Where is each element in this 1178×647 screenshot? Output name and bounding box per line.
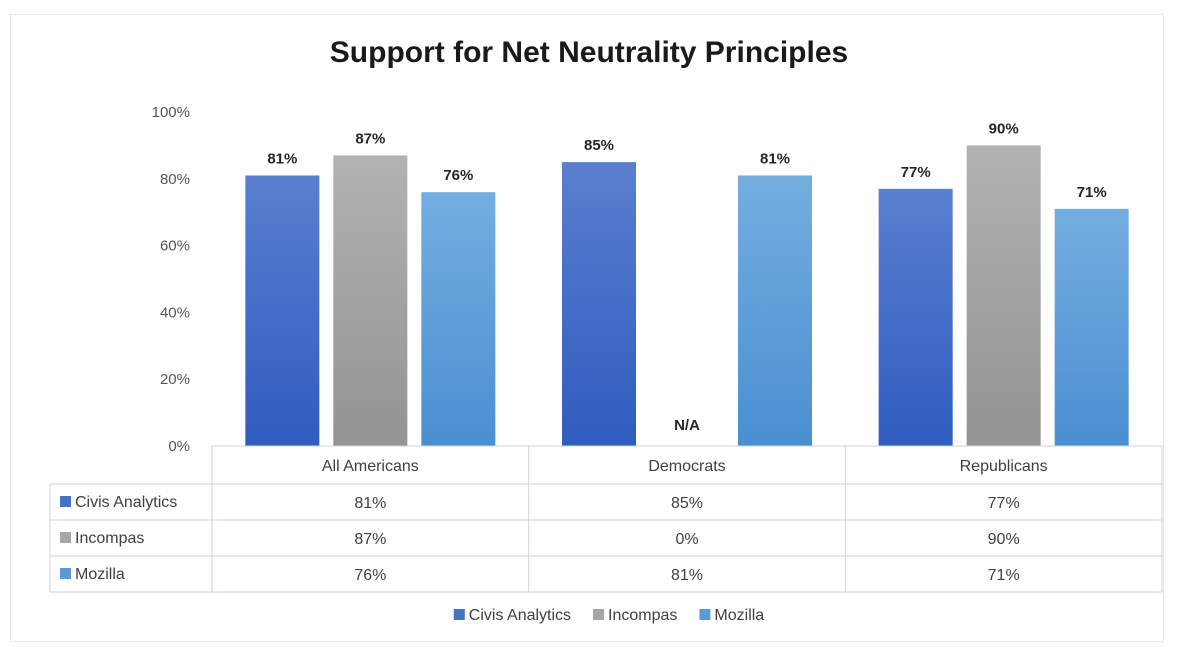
bar-data-label: 87% bbox=[355, 130, 385, 147]
legend: Civis Analytics Incompas Mozilla bbox=[453, 607, 764, 624]
table-category-label: Democrats bbox=[648, 458, 725, 475]
bar-labels: 81% 87% 76% 85% N/A 81% 77% 90% 71% bbox=[267, 120, 1106, 434]
table-legend-swatch bbox=[60, 532, 71, 543]
table-cell-value: 81% bbox=[354, 495, 386, 512]
legend-label: Incompas bbox=[608, 607, 677, 624]
bar bbox=[878, 188, 953, 446]
table-cell-value: 87% bbox=[354, 531, 386, 548]
bar bbox=[421, 192, 496, 446]
bar bbox=[1054, 208, 1129, 446]
table-series-name: Incompas bbox=[75, 530, 144, 547]
y-tick-label: 0% bbox=[168, 438, 190, 455]
table-cell-value: 90% bbox=[988, 531, 1020, 548]
y-axis: 0% 20% 40% 60% 80% 100% bbox=[152, 104, 190, 455]
legend-label: Civis Analytics bbox=[469, 607, 571, 624]
legend-item: Incompas bbox=[593, 607, 677, 624]
legend-swatch bbox=[453, 609, 465, 620]
legend-swatch bbox=[699, 609, 711, 620]
table-series-name: Civis Analytics bbox=[75, 494, 177, 511]
legend-swatch bbox=[593, 609, 605, 620]
legend-label: Mozilla bbox=[714, 607, 764, 624]
legend-item: Civis Analytics bbox=[453, 607, 571, 624]
bar bbox=[966, 145, 1041, 446]
bar-data-label: N/A bbox=[674, 417, 700, 434]
bar bbox=[333, 155, 408, 447]
table-cell-value: 0% bbox=[675, 531, 698, 548]
bar bbox=[562, 162, 636, 446]
y-tick-label: 40% bbox=[160, 304, 190, 321]
bar bbox=[245, 175, 320, 446]
table-cell-value: 71% bbox=[988, 567, 1020, 584]
data-table: All Americans Democrats Republicans Civis A… bbox=[49, 445, 1163, 593]
table-category-label: Republicans bbox=[960, 458, 1048, 475]
chart-title: Support for Net Neutrality Principles bbox=[329, 36, 849, 69]
bar-data-label: 81% bbox=[760, 150, 790, 167]
y-tick-label: 20% bbox=[160, 371, 190, 388]
table-legend-swatch bbox=[60, 496, 71, 507]
table-cell-value: 81% bbox=[671, 567, 703, 584]
bar-data-label: 85% bbox=[584, 137, 614, 154]
table-cell-value: 77% bbox=[988, 495, 1020, 512]
y-tick-label: 80% bbox=[160, 171, 190, 188]
table-series-name: Mozilla bbox=[75, 566, 125, 583]
table-legend-swatch bbox=[60, 568, 71, 579]
y-tick-label: 60% bbox=[160, 238, 190, 255]
bar-data-label: 81% bbox=[267, 150, 297, 167]
bar bbox=[738, 175, 812, 446]
y-tick-label: 100% bbox=[152, 104, 190, 121]
bars bbox=[245, 145, 1129, 447]
legend-item: Mozilla bbox=[699, 607, 764, 624]
bar-data-label: 76% bbox=[443, 167, 473, 184]
bar-data-label: 90% bbox=[989, 120, 1019, 137]
bar-data-label: 71% bbox=[1077, 184, 1107, 201]
table-category-label: All Americans bbox=[322, 458, 419, 475]
table-cell-value: 85% bbox=[671, 495, 703, 512]
bar-data-label: 77% bbox=[901, 164, 931, 181]
table-cell-value: 76% bbox=[354, 567, 386, 584]
